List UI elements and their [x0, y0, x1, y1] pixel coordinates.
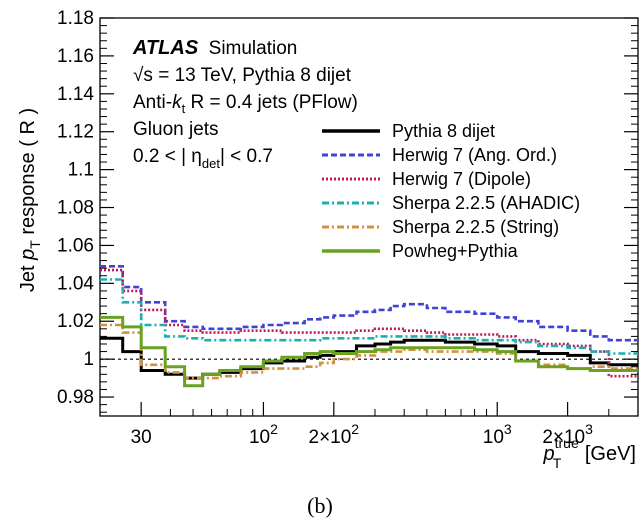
x-axis-title: ptrue T [GeV] — [542, 435, 636, 471]
series-group — [100, 265, 638, 388]
plot-frame — [99, 17, 639, 417]
algo-k: k — [172, 92, 183, 113]
legend-label-4: Sherpa 2.2.5 (AHADIC) — [392, 193, 580, 213]
series-line-6 — [100, 315, 638, 388]
x-tick-label-2: 102 — [249, 421, 278, 448]
legend-label-5: Sherpa 2.2.5 (String) — [392, 217, 559, 237]
algo-sub: t — [182, 101, 186, 116]
series-line-2 — [100, 265, 638, 342]
eta-pre: 0.2 < | η — [133, 146, 202, 167]
energy-text: = 13 TeV, Pythia 8 dijet — [153, 65, 352, 86]
x-tick-label-3: 2×102 — [309, 421, 360, 448]
algo-pre: Anti- — [133, 92, 172, 113]
gluon-jets-line: Gluon jets — [133, 119, 219, 140]
series-line-1 — [100, 336, 638, 380]
legend-label-1: Pythia 8 dijet — [392, 121, 495, 141]
energy-line: √s = 13 TeV, Pythia 8 dijet — [133, 65, 352, 86]
y-axis-title: Jet pT response ( R ) — [17, 108, 43, 292]
y-tick-label-6: 1.08 — [57, 198, 94, 219]
legend-label-3: Herwig 7 (Dipole) — [392, 169, 531, 189]
x-tick-label-5: 2×103 — [542, 421, 593, 448]
algo-post: R = 0.4 jets (PFlow) — [185, 92, 358, 113]
jet-algo-line: Anti-kt R = 0.4 jets (PFlow) — [133, 92, 358, 116]
y-tick-label-11: 1.18 — [57, 8, 94, 29]
y-tick-label-5: 1.06 — [57, 235, 94, 256]
legend: Pythia 8 dijet Herwig 7 (Ang. Ord.) Herwig… — [322, 121, 580, 261]
annotation-block: ATLAS Simulation √s = 13 TeV, Pythia 8 d… — [132, 37, 358, 171]
y-tick-label-9: 1.14 — [57, 84, 94, 105]
x-tick-label-1: 30 — [131, 427, 152, 448]
simulation-label: Simulation — [209, 38, 298, 59]
y-tick-label-7: 1.1 — [68, 160, 94, 181]
svg-text:ATLAS Simulation: ATLAS Simulation — [132, 37, 297, 59]
legend-label-6: Powheg+Pythia — [392, 241, 519, 261]
y-tick-label-8: 1.12 — [57, 122, 94, 143]
y-tick-label-2: 1 — [83, 349, 94, 370]
eta-post: | < 0.7 — [220, 146, 273, 167]
series-line-3 — [100, 268, 638, 378]
eta-range-line: 0.2 < | ηdet| < 0.7 — [133, 146, 273, 171]
y-tick-label-4: 1.04 — [57, 273, 94, 294]
y-tick-label-1: 0.98 — [57, 387, 94, 408]
y-tick-label-3: 1.02 — [57, 311, 94, 332]
atlas-label: ATLAS — [132, 37, 199, 59]
x-axis: 30 102 2×102 103 2×103 — [131, 402, 610, 448]
y-tick-label-10: 1.16 — [57, 46, 94, 67]
x-tick-label-4: 103 — [483, 421, 512, 448]
eta-sub: det — [202, 156, 220, 171]
y-axis: 0.98 1 1.02 1.04 1.06 1.08 1.1 1.12 1.14 1.16 1.18 — [57, 8, 638, 413]
legend-label-2: Herwig 7 (Ang. Ord.) — [392, 145, 557, 165]
series-line-4 — [100, 278, 638, 355]
sqrt-s: √s — [133, 65, 153, 86]
figure-caption: (b) — [307, 493, 333, 518]
